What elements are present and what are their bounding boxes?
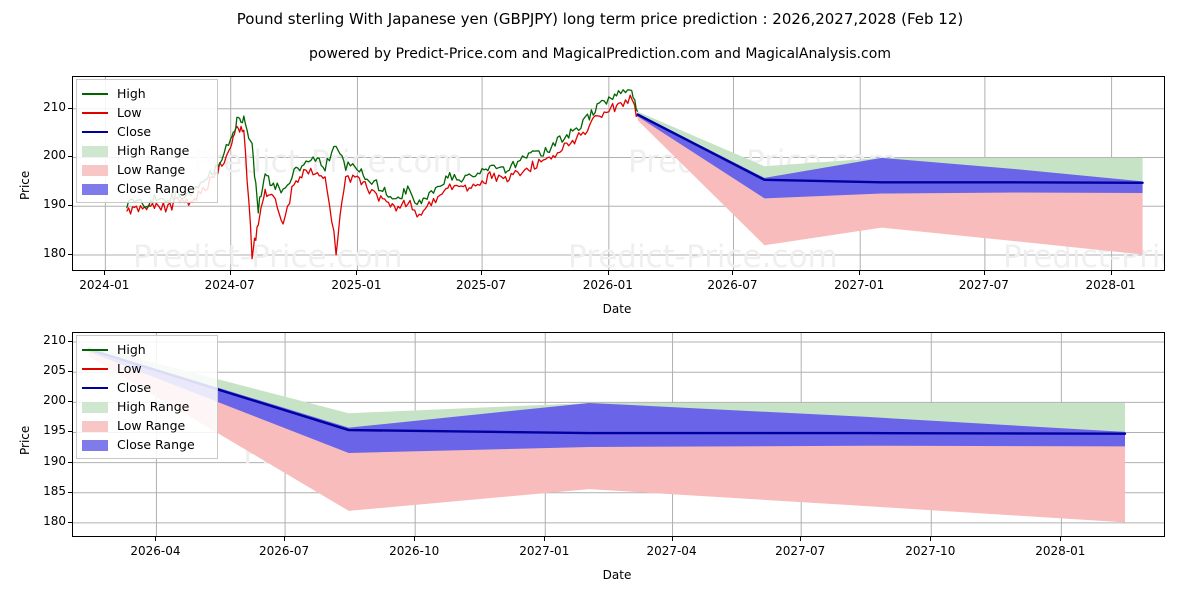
bottom-chart-plot-area: Predict-Price.comPredict-Price.com [72, 332, 1165, 537]
chart-page: Pound sterling With Japanese yen (GBPJPY… [0, 0, 1200, 600]
legend-patch-swatch-icon [82, 420, 108, 432]
x-tick-mark [800, 537, 801, 541]
bottom-chart-panel: Price 180185190195200205210 2026-042026-… [0, 320, 1200, 600]
x-tick-mark [732, 271, 733, 275]
y-tick-label: 210 [20, 333, 66, 347]
top-chart-plot-area: Predict-Price.com Predict-Price.com Predic… [72, 76, 1165, 271]
x-tick-label: 2027-01 [499, 544, 589, 558]
y-tick-label: 200 [20, 393, 66, 407]
legend-patch-swatch-icon [82, 439, 108, 451]
x-tick-label: 2028-01 [1066, 278, 1156, 292]
legend-label: Close [117, 125, 151, 139]
x-tick-label: 2026-01 [563, 278, 653, 292]
legend-patch-swatch-icon [82, 164, 108, 176]
top-chart-legend-item-low-range[interactable]: Low Range [82, 160, 211, 179]
x-tick-label: 2027-07 [939, 278, 1029, 292]
legend-label: Low Range [117, 419, 185, 433]
x-tick-mark [608, 271, 609, 275]
legend-patch-swatch-icon [82, 183, 108, 195]
legend-line-swatch-icon [82, 126, 108, 138]
x-tick-mark [1060, 537, 1061, 541]
top-chart-legend-item-high-range[interactable]: High Range [82, 141, 211, 160]
x-tick-mark [414, 537, 415, 541]
x-tick-label: 2025-07 [436, 278, 526, 292]
x-tick-mark [672, 537, 673, 541]
x-tick-mark [859, 271, 860, 275]
y-tick-label: 185 [20, 484, 66, 498]
top-chart-svg: Predict-Price.com Predict-Price.com Predic… [73, 77, 1165, 271]
y-tick-label: 190 [20, 454, 66, 468]
top-chart-legend-item-high[interactable]: High [82, 84, 211, 103]
y-tick-label: 180 [20, 514, 66, 528]
legend-label: Close [117, 381, 151, 395]
bottom-chart-x-axis-label: Date [567, 568, 667, 582]
x-tick-label: 2025-01 [311, 278, 401, 292]
x-tick-label: 2026-07 [687, 278, 777, 292]
x-tick-label: 2027-01 [814, 278, 904, 292]
x-tick-label: 2027-04 [627, 544, 717, 558]
x-tick-mark [481, 271, 482, 275]
legend-label: Close Range [117, 438, 195, 452]
x-tick-mark [155, 537, 156, 541]
y-tick-label: 205 [20, 363, 66, 377]
legend-line-swatch-icon [82, 107, 108, 119]
legend-patch-swatch-icon [82, 145, 108, 157]
legend-line-swatch-icon [82, 382, 108, 394]
bottom-chart-legend-item-high-range[interactable]: High Range [82, 397, 211, 416]
legend-line-swatch-icon [82, 88, 108, 100]
top-chart-panel: Price 180 190 200 210 2024-01 2024-07 2025-01… [0, 0, 1200, 320]
legend-label: High [117, 87, 146, 101]
x-tick-label: 2026-04 [110, 544, 200, 558]
x-tick-mark [284, 537, 285, 541]
svg-text:Predict-Price.com: Predict-Price.com [193, 144, 463, 180]
top-chart-legend: High Low Close High Range Low Range Close Ran… [76, 79, 218, 203]
x-tick-mark [930, 537, 931, 541]
legend-label: Low [117, 362, 142, 376]
top-chart-legend-item-close-range[interactable]: Close Range [82, 179, 211, 198]
x-tick-label: 2027-07 [755, 544, 845, 558]
top-chart-y-axis-label: Price [18, 171, 32, 200]
bottom-chart-legend-item-low-range[interactable]: Low Range [82, 416, 211, 435]
y-tick-label: 195 [20, 423, 66, 437]
top-chart-legend-item-close[interactable]: Close [82, 122, 211, 141]
x-tick-mark [230, 271, 231, 275]
bottom-chart-svg: Predict-Price.comPredict-Price.com [73, 333, 1165, 537]
legend-label: Close Range [117, 182, 195, 196]
x-tick-label: 2028-01 [1015, 544, 1105, 558]
bottom-chart-legend-item-high[interactable]: High [82, 340, 211, 359]
x-tick-mark [984, 271, 985, 275]
x-tick-label: 2024-01 [59, 278, 149, 292]
y-tick-label: 180 [20, 246, 66, 260]
x-tick-mark [356, 271, 357, 275]
bottom-chart-legend-item-close-range[interactable]: Close Range [82, 435, 211, 454]
legend-label: High Range [117, 144, 189, 158]
bottom-chart-legend: High Low Close High Range Low Range Close Ran… [76, 335, 218, 459]
legend-label: High [117, 343, 146, 357]
legend-label: High Range [117, 400, 189, 414]
svg-text:Predict-Price.com: Predict-Price.com [133, 239, 403, 271]
legend-line-swatch-icon [82, 344, 108, 356]
y-tick-label: 200 [20, 148, 66, 162]
svg-text:Predict-Price.com: Predict-Price.com [568, 239, 838, 271]
x-tick-label: 2026-07 [239, 544, 329, 558]
top-chart-legend-item-low[interactable]: Low [82, 103, 211, 122]
legend-line-swatch-icon [82, 363, 108, 375]
legend-label: Low Range [117, 163, 185, 177]
y-tick-label: 190 [20, 197, 66, 211]
top-chart-x-axis-label: Date [567, 302, 667, 316]
x-tick-label: 2026-10 [369, 544, 459, 558]
x-tick-label: 2024-07 [185, 278, 275, 292]
x-tick-mark [1111, 271, 1112, 275]
legend-patch-swatch-icon [82, 401, 108, 413]
y-tick-label: 210 [20, 100, 66, 114]
x-tick-mark [544, 537, 545, 541]
x-tick-mark [104, 271, 105, 275]
bottom-chart-legend-item-close[interactable]: Close [82, 378, 211, 397]
legend-label: Low [117, 106, 142, 120]
bottom-chart-legend-item-low[interactable]: Low [82, 359, 211, 378]
x-tick-label: 2027-10 [885, 544, 975, 558]
